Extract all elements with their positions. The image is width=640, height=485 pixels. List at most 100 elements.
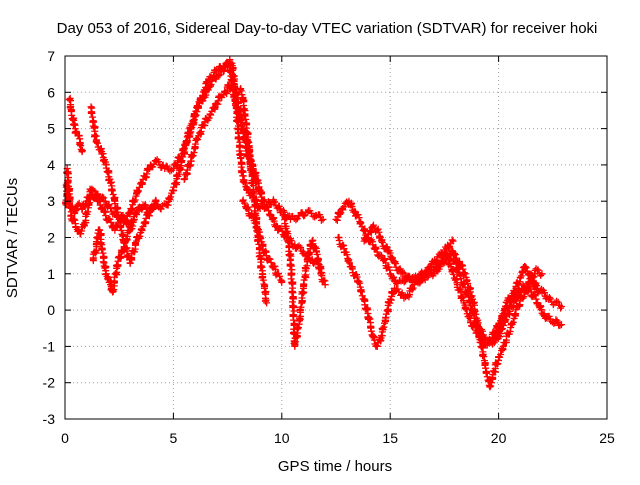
data-point-interp [274,204,282,212]
data-point-interp [531,282,539,290]
series-arc-5 [87,103,160,267]
data-point-interp [86,199,94,207]
data-point-interp [367,327,375,335]
data-point-interp [194,136,202,144]
data-point-interp [297,244,305,252]
y-tick-label: 5 [47,121,55,137]
data-point-interp [390,273,398,281]
data-point-interp [118,247,126,255]
data-point-interp [207,111,215,119]
series-arc-14 [430,247,546,391]
data-point-interp [149,204,157,212]
data-point-interp [487,379,495,387]
data-point-interp [520,293,528,301]
data-point-interp [408,286,416,294]
data-point-interp [373,342,381,350]
data-point-interp [546,295,554,303]
data-point-interp [191,113,199,121]
data-point-interp [446,259,454,267]
y-tick-label: -3 [43,411,56,427]
data-point-interp [262,202,270,210]
data-point-interp [129,222,137,230]
y-axis-label: SDTVAR / TECUs [4,178,21,298]
data-point-interp [117,226,125,234]
data-point-interp [189,152,197,160]
data-point-interp [471,307,479,315]
data-point-interp [266,255,274,263]
data-point-interp [131,196,139,204]
data-point-interp [486,383,494,391]
data-point [278,277,286,285]
data-point [130,215,138,223]
data-point-interp [111,200,119,208]
data-point-interp [119,246,127,254]
data-point [78,146,86,154]
data-point-interp [249,213,257,221]
data-point-interp [355,214,363,222]
data-point-interp [534,266,542,274]
data-point-interp [409,284,417,292]
data-point-interp [99,258,107,266]
x-axis-label: GPS time / hours [278,458,392,475]
data-point-interp [229,75,237,83]
data-point-interp [445,243,453,251]
data-point-interp [205,114,213,122]
y-tick-label: 1 [47,266,55,282]
data-point-interp [522,286,530,294]
data-point-interp [511,288,519,296]
data-point-interp [461,270,469,278]
data-point-interp [265,207,273,215]
data-point [499,310,507,318]
data-point-interp [78,227,86,235]
data-point-interp [313,247,321,255]
data-point-interp [451,249,459,257]
data-point-interp [545,293,553,301]
data-point [252,219,260,227]
data-point-interp [472,310,480,318]
data-point-interp [136,232,144,240]
data-point-interp [363,234,371,242]
data-point [449,237,457,245]
data-point-interp [267,259,275,267]
series-arc-6 [89,215,138,296]
data-point-interp [382,314,390,322]
data-point-interp [317,216,325,224]
data-point-interp [108,187,116,195]
data-point-interp [271,198,279,206]
data-point-interp [94,191,102,199]
data-point-interp [198,92,206,100]
data-point-interp [70,215,78,223]
data-point-interp [292,216,300,224]
data-point-interp [557,304,565,312]
data-point-interp [348,203,356,211]
data-point-interp [462,306,470,314]
data-point-interp [399,268,407,276]
data-point-interp [374,225,382,233]
data-point-interp [521,287,529,295]
data-point-interp [116,253,124,261]
data-point-interp [451,251,459,259]
data-point [447,263,455,271]
data-point-interp [175,170,183,178]
data-point-interp [400,294,408,302]
series-arc-15 [490,263,542,347]
data-point-interp [276,272,284,280]
y-tick-label: -2 [43,375,56,391]
y-tick-label: 0 [47,302,55,318]
data-point-interp [134,188,142,196]
data-point-interp [355,277,363,285]
data-point-interp [72,207,80,215]
data-point [319,215,327,223]
data-point-interp [493,360,501,368]
data-point [263,299,271,307]
grid-lines [65,56,607,419]
data-point-interp [556,321,564,329]
data-point-interp [460,269,468,277]
data-point-interp [138,226,146,234]
data-point-interp [239,196,247,204]
x-tick-label: 10 [274,430,290,446]
data-point-interp [339,206,347,214]
x-tick-label: 20 [491,430,507,446]
